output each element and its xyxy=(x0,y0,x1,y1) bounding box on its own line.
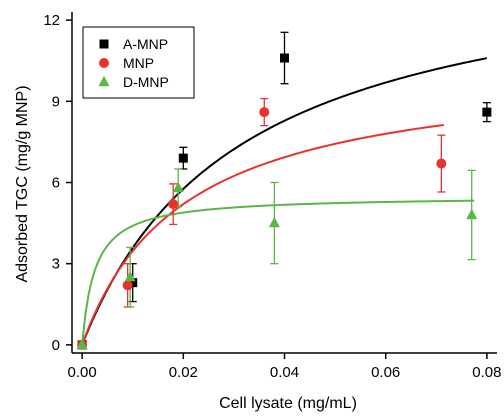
data-point-mnp xyxy=(436,159,446,169)
y-tick-label: 12 xyxy=(43,12,60,29)
data-point-a-mnp xyxy=(179,154,188,163)
y-tick-label: 9 xyxy=(52,93,60,110)
x-axis-title: Cell lysate (mg/mL) xyxy=(219,395,357,412)
data-point-d-mnp xyxy=(269,217,280,227)
x-tick-label: 0.02 xyxy=(169,364,198,381)
legend: A-MNP MNP D-MNP xyxy=(83,27,194,98)
x-tick-label: 0.06 xyxy=(371,364,400,381)
fit-curves xyxy=(82,58,487,345)
legend-label-mnp: MNP xyxy=(123,55,154,71)
data-point-mnp xyxy=(168,199,178,209)
data-point-mnp xyxy=(259,107,269,117)
fit-curve-mnp xyxy=(82,125,444,345)
data-point-mnp xyxy=(123,280,133,290)
legend-label-d-mnp: D-MNP xyxy=(123,74,169,90)
data-point-a-mnp xyxy=(280,54,289,63)
legend-label-a-mnp: A-MNP xyxy=(123,36,168,52)
x-tick-label: 0.00 xyxy=(68,364,97,381)
y-axis-title: Adsorbed TGC (mg/g MNP) xyxy=(14,85,31,282)
y-tick-label: 0 xyxy=(52,337,60,354)
fit-curve-d-mnp xyxy=(82,201,474,345)
data-point-a-mnp xyxy=(482,108,491,117)
x-tick-label: 0.04 xyxy=(270,364,299,381)
legend-marker-a-mnp xyxy=(100,40,109,49)
legend-marker-mnp xyxy=(99,58,109,68)
data-point-d-mnp xyxy=(125,271,136,281)
y-tick-label: 6 xyxy=(52,175,60,192)
y-tick-label: 3 xyxy=(52,256,60,273)
data-point-d-mnp xyxy=(466,209,477,219)
x-tick-label: 0.08 xyxy=(472,364,501,381)
